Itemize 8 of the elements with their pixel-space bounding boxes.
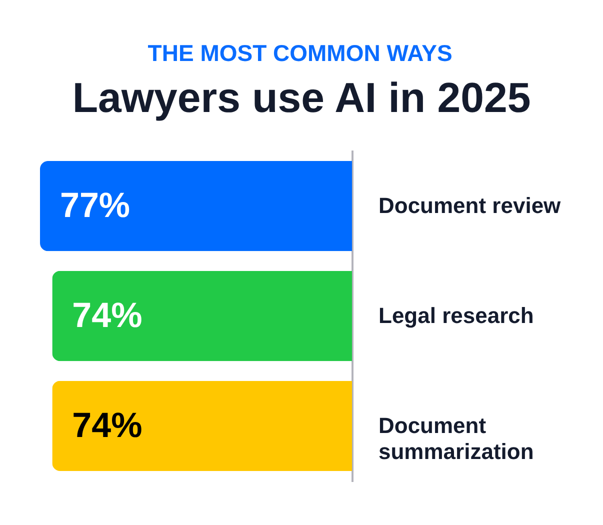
y-tick-label: Legal research — [378, 303, 534, 328]
y-tick-label: Document review — [378, 193, 562, 218]
chart-subtitle: THE MOST COMMON WAYS — [148, 40, 452, 66]
data-label: 77% — [60, 186, 130, 226]
data-label: 74% — [72, 296, 142, 335]
data-label: 74% — [72, 406, 142, 445]
chart-title: Lawyers use AI in 2025 — [72, 74, 531, 121]
y-tick-label: Document summarization — [378, 412, 534, 464]
